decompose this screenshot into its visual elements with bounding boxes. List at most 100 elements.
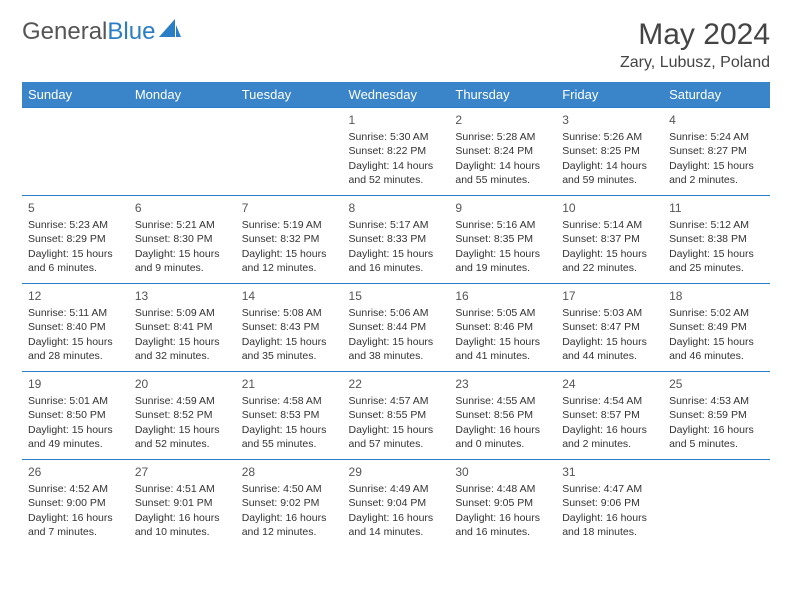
- day-number: 27: [135, 464, 230, 480]
- calendar-day-cell: 20Sunrise: 4:59 AMSunset: 8:52 PMDayligh…: [129, 372, 236, 460]
- day-number: 18: [669, 288, 764, 304]
- sunset-text: Sunset: 8:52 PM: [135, 408, 230, 422]
- sunset-text: Sunset: 9:04 PM: [349, 496, 444, 510]
- calendar-day-cell: 24Sunrise: 4:54 AMSunset: 8:57 PMDayligh…: [556, 372, 663, 460]
- daylight-text: Daylight: 15 hours and 52 minutes.: [135, 423, 230, 451]
- weekday-header: Sunday: [22, 82, 129, 108]
- calendar-day-cell: 18Sunrise: 5:02 AMSunset: 8:49 PMDayligh…: [663, 284, 770, 372]
- sunrise-text: Sunrise: 5:06 AM: [349, 306, 444, 320]
- daylight-text: Daylight: 16 hours and 16 minutes.: [455, 511, 550, 539]
- sunrise-text: Sunrise: 4:48 AM: [455, 482, 550, 496]
- calendar-week-row: 26Sunrise: 4:52 AMSunset: 9:00 PMDayligh…: [22, 460, 770, 548]
- daylight-text: Daylight: 15 hours and 2 minutes.: [669, 159, 764, 187]
- sunrise-text: Sunrise: 5:16 AM: [455, 218, 550, 232]
- day-number: 26: [28, 464, 123, 480]
- sunrise-text: Sunrise: 4:57 AM: [349, 394, 444, 408]
- month-title: May 2024: [620, 18, 770, 52]
- calendar-day-cell: 28Sunrise: 4:50 AMSunset: 9:02 PMDayligh…: [236, 460, 343, 548]
- sunset-text: Sunset: 9:05 PM: [455, 496, 550, 510]
- calendar-day-cell: 12Sunrise: 5:11 AMSunset: 8:40 PMDayligh…: [22, 284, 129, 372]
- sunrise-text: Sunrise: 5:24 AM: [669, 130, 764, 144]
- sunset-text: Sunset: 9:02 PM: [242, 496, 337, 510]
- daylight-text: Daylight: 15 hours and 32 minutes.: [135, 335, 230, 363]
- sunrise-text: Sunrise: 5:19 AM: [242, 218, 337, 232]
- weekday-header: Thursday: [449, 82, 556, 108]
- day-number: 5: [28, 200, 123, 216]
- daylight-text: Daylight: 15 hours and 44 minutes.: [562, 335, 657, 363]
- daylight-text: Daylight: 15 hours and 16 minutes.: [349, 247, 444, 275]
- daylight-text: Daylight: 15 hours and 19 minutes.: [455, 247, 550, 275]
- calendar-day-cell: 19Sunrise: 5:01 AMSunset: 8:50 PMDayligh…: [22, 372, 129, 460]
- day-number: 31: [562, 464, 657, 480]
- sunset-text: Sunset: 8:33 PM: [349, 232, 444, 246]
- sunset-text: Sunset: 8:22 PM: [349, 144, 444, 158]
- day-number: 20: [135, 376, 230, 392]
- calendar-week-row: 12Sunrise: 5:11 AMSunset: 8:40 PMDayligh…: [22, 284, 770, 372]
- calendar-empty-cell: [663, 460, 770, 548]
- sunset-text: Sunset: 8:43 PM: [242, 320, 337, 334]
- sunset-text: Sunset: 8:37 PM: [562, 232, 657, 246]
- daylight-text: Daylight: 15 hours and 9 minutes.: [135, 247, 230, 275]
- sunset-text: Sunset: 8:56 PM: [455, 408, 550, 422]
- sunrise-text: Sunrise: 5:26 AM: [562, 130, 657, 144]
- daylight-text: Daylight: 16 hours and 5 minutes.: [669, 423, 764, 451]
- sunrise-text: Sunrise: 4:55 AM: [455, 394, 550, 408]
- day-number: 22: [349, 376, 444, 392]
- sunrise-text: Sunrise: 5:17 AM: [349, 218, 444, 232]
- sunset-text: Sunset: 8:41 PM: [135, 320, 230, 334]
- calendar-day-cell: 29 Sunrise: 4:49 AMSunset: 9:04 PMDayligh…: [343, 460, 450, 548]
- day-number: 12: [28, 288, 123, 304]
- weekday-header: Tuesday: [236, 82, 343, 108]
- sunset-text: Sunset: 8:55 PM: [349, 408, 444, 422]
- day-number: 28: [242, 464, 337, 480]
- calendar-day-cell: 1Sunrise: 5:30 AMSunset: 8:22 PMDaylight…: [343, 108, 450, 196]
- day-number: 9: [455, 200, 550, 216]
- sunset-text: Sunset: 8:44 PM: [349, 320, 444, 334]
- sunset-text: Sunset: 9:00 PM: [28, 496, 123, 510]
- daylight-text: Daylight: 15 hours and 41 minutes.: [455, 335, 550, 363]
- calendar-week-row: 5Sunrise: 5:23 AMSunset: 8:29 PMDaylight…: [22, 196, 770, 284]
- day-number: 29: [349, 464, 444, 480]
- daylight-text: Daylight: 15 hours and 49 minutes.: [28, 423, 123, 451]
- weekday-header: Monday: [129, 82, 236, 108]
- calendar-day-cell: 22 Sunrise: 4:57 AMSunset: 8:55 PMDayligh…: [343, 372, 450, 460]
- calendar-day-cell: 14Sunrise: 5:08 AMSunset: 8:43 PMDayligh…: [236, 284, 343, 372]
- sunrise-text: Sunrise: 4:54 AM: [562, 394, 657, 408]
- calendar-day-cell: 17Sunrise: 5:03 AMSunset: 8:47 PMDayligh…: [556, 284, 663, 372]
- sunrise-text: Sunrise: 4:49 AM: [349, 482, 444, 496]
- sunset-text: Sunset: 9:06 PM: [562, 496, 657, 510]
- day-number: 10: [562, 200, 657, 216]
- sunrise-text: Sunrise: 5:30 AM: [349, 130, 444, 144]
- daylight-text: Daylight: 14 hours and 59 minutes.: [562, 159, 657, 187]
- weekday-header: Wednesday: [343, 82, 450, 108]
- calendar-day-cell: 11Sunrise: 5:12 AMSunset: 8:38 PMDayligh…: [663, 196, 770, 284]
- calendar-table: SundayMondayTuesdayWednesdayThursdayFrid…: [22, 82, 770, 548]
- day-number: 4: [669, 112, 764, 128]
- day-number: 21: [242, 376, 337, 392]
- sunset-text: Sunset: 8:46 PM: [455, 320, 550, 334]
- sunrise-text: Sunrise: 4:50 AM: [242, 482, 337, 496]
- day-number: 23: [455, 376, 550, 392]
- calendar-day-cell: 13Sunrise: 5:09 AMSunset: 8:41 PMDayligh…: [129, 284, 236, 372]
- calendar-week-row: 19Sunrise: 5:01 AMSunset: 8:50 PMDayligh…: [22, 372, 770, 460]
- sunrise-text: Sunrise: 5:03 AM: [562, 306, 657, 320]
- calendar-day-cell: 4Sunrise: 5:24 AMSunset: 8:27 PMDaylight…: [663, 108, 770, 196]
- daylight-text: Daylight: 14 hours and 55 minutes.: [455, 159, 550, 187]
- daylight-text: Daylight: 16 hours and 14 minutes.: [349, 511, 444, 539]
- daylight-text: Daylight: 15 hours and 57 minutes.: [349, 423, 444, 451]
- sunrise-text: Sunrise: 5:08 AM: [242, 306, 337, 320]
- day-number: 3: [562, 112, 657, 128]
- sunrise-text: Sunrise: 4:51 AM: [135, 482, 230, 496]
- day-number: 7: [242, 200, 337, 216]
- daylight-text: Daylight: 15 hours and 25 minutes.: [669, 247, 764, 275]
- brand-logo: GeneralBlue: [22, 18, 181, 46]
- title-block: May 2024 Zary, Lubusz, Poland: [620, 18, 770, 72]
- calendar-day-cell: 25Sunrise: 4:53 AMSunset: 8:59 PMDayligh…: [663, 372, 770, 460]
- daylight-text: Daylight: 15 hours and 22 minutes.: [562, 247, 657, 275]
- day-number: 25: [669, 376, 764, 392]
- day-number: 8: [349, 200, 444, 216]
- brand-text-1: General: [22, 18, 107, 46]
- sunset-text: Sunset: 8:47 PM: [562, 320, 657, 334]
- daylight-text: Daylight: 16 hours and 0 minutes.: [455, 423, 550, 451]
- calendar-day-cell: 7Sunrise: 5:19 AMSunset: 8:32 PMDaylight…: [236, 196, 343, 284]
